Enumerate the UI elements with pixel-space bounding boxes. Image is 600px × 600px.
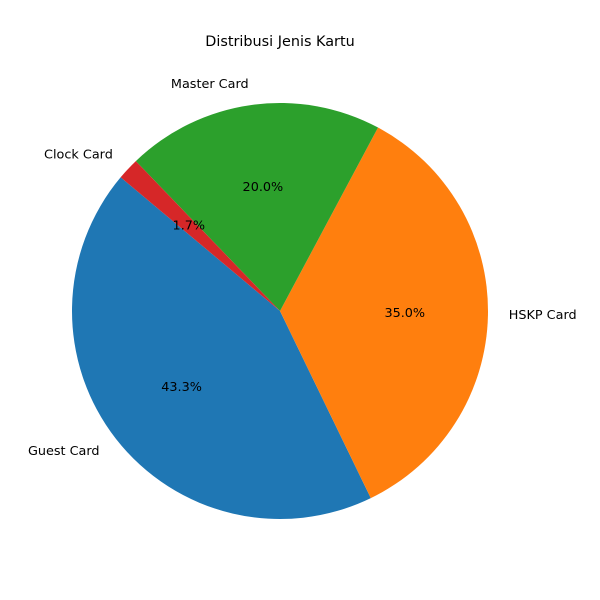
pie-slice-hskp-card xyxy=(280,127,488,499)
pct-label-clock-card: 1.7% xyxy=(173,218,206,233)
slice-label-clock-card: Clock Card xyxy=(44,147,113,162)
pie-slice-clock-card xyxy=(120,161,281,311)
pie-slices xyxy=(72,102,488,519)
slice-label-master-card: Master Card xyxy=(171,77,249,92)
pct-label-master-card: 20.0% xyxy=(243,180,284,195)
pie-slice-guest-card xyxy=(72,177,371,519)
slice-label-guest-card: Guest Card xyxy=(28,444,100,459)
pie-slice-master-card xyxy=(135,102,379,311)
pie-labels: Guest Card 43.3% HSKP Card 35.0% Master Card… xyxy=(28,77,577,459)
pct-label-guest-card: 43.3% xyxy=(161,380,202,395)
chart-title: Distribusi Jenis Kartu xyxy=(205,34,354,50)
slice-label-hskp-card: HSKP Card xyxy=(509,308,577,323)
pct-label-hskp-card: 35.0% xyxy=(384,306,425,321)
